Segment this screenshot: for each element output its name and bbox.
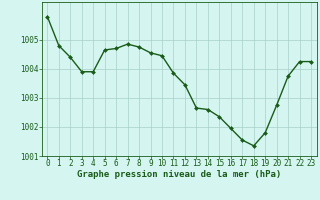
X-axis label: Graphe pression niveau de la mer (hPa): Graphe pression niveau de la mer (hPa): [77, 170, 281, 179]
